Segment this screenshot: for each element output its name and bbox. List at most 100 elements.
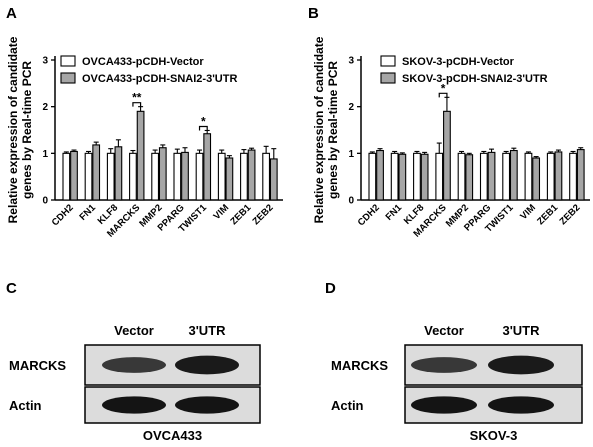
blot-cell-line: SKOV-3 — [470, 428, 518, 443]
x-tick-label: CDH2 — [50, 202, 76, 228]
bar — [217, 152, 226, 201]
bar — [457, 152, 466, 201]
bar — [70, 150, 78, 201]
bar — [181, 151, 189, 201]
legend-label: OVCA433-pCDH-SNAI2-3'UTR — [82, 73, 237, 85]
blot-band — [102, 357, 166, 373]
x-tick-label: ZEB2 — [251, 202, 276, 227]
bar — [114, 146, 123, 201]
blot-column-label: 3'UTR — [188, 323, 226, 338]
legend-label: SKOV-3-pCDH-Vector — [402, 56, 515, 68]
y-axis-label: Relative expression of candidategenes by… — [6, 36, 34, 223]
significance-bracket — [438, 92, 448, 98]
y-axis-label-line: Relative expression of candidate — [312, 36, 326, 223]
panel-letter-a: A — [6, 5, 17, 22]
blot-row-label: Actin — [331, 398, 364, 413]
legend-swatch — [60, 72, 76, 84]
bar — [84, 152, 93, 201]
y-tick-label: 3 — [348, 56, 354, 67]
y-tick-label: 0 — [42, 196, 48, 207]
blot-band — [102, 396, 166, 414]
legend-label: OVCA433-pCDH-Vector — [82, 56, 204, 68]
bar — [269, 158, 278, 201]
blot-row-label: MARCKS — [9, 358, 66, 373]
bar — [413, 152, 421, 201]
bar — [173, 152, 182, 201]
bar — [247, 149, 256, 201]
y-tick-label: 0 — [348, 196, 354, 207]
bar — [435, 152, 444, 201]
blot-cell-line: OVCA433 — [143, 428, 202, 443]
x-tick-label: ZEB2 — [558, 202, 583, 227]
bar — [479, 152, 488, 201]
y-tick-label: 1 — [348, 149, 354, 160]
blot-c: Vector 3'UTR MARCKS Actin OVCA433 — [9, 323, 261, 443]
blot-band — [175, 396, 239, 414]
bar — [240, 152, 248, 201]
legend-swatch — [60, 55, 76, 67]
blot-band — [488, 396, 554, 414]
bar — [106, 152, 115, 201]
blot-band — [488, 355, 554, 375]
blot-column-label: Vector — [424, 323, 464, 338]
bar — [390, 152, 399, 201]
y-tick-label: 1 — [42, 149, 48, 160]
x-tick-label: ZEB1 — [535, 202, 560, 227]
bar — [195, 152, 204, 201]
bar — [502, 152, 511, 201]
y-axis-label-line: genes by Real-time PCR — [326, 61, 340, 199]
bar — [92, 144, 101, 201]
bar — [420, 153, 429, 201]
legend-swatch — [380, 72, 396, 84]
bar — [62, 152, 71, 201]
chart-a: Relative expression of candidategenes by… — [6, 36, 283, 240]
panel-letter-b: B — [308, 5, 319, 22]
y-tick-label: 2 — [42, 102, 48, 113]
blot-column-label: 3'UTR — [502, 323, 540, 338]
panel-letter-d: D — [325, 280, 336, 297]
y-axis-label-line: Relative expression of candidate — [6, 36, 20, 223]
significance-bracket — [132, 102, 142, 107]
legend-label: SKOV-3-pCDH-SNAI2-3'UTR — [402, 73, 548, 85]
bar — [569, 152, 577, 201]
y-axis-label-line: genes by Real-time PCR — [20, 61, 34, 199]
bar — [203, 133, 212, 201]
bar — [546, 152, 555, 201]
y-axis-label: Relative expression of candidategenes by… — [312, 36, 340, 223]
blot-column-label: Vector — [114, 323, 154, 338]
bar — [532, 157, 541, 201]
bar — [576, 149, 585, 201]
x-tick-label: ZEB1 — [228, 202, 253, 227]
bar — [151, 152, 160, 201]
bar — [225, 157, 234, 201]
bar — [524, 152, 533, 201]
bar — [368, 152, 377, 201]
bar — [465, 154, 474, 201]
blot-band — [175, 355, 239, 375]
bar — [262, 152, 271, 201]
bar — [509, 149, 518, 201]
chart-b: Relative expression of candidategenes by… — [312, 36, 590, 240]
y-tick-label: 3 — [42, 56, 48, 67]
bar — [158, 147, 167, 201]
blot-d: Vector 3'UTR MARCKS Actin SKOV-3 — [331, 323, 583, 443]
bar — [136, 110, 145, 201]
panel-letter-c: C — [6, 280, 17, 297]
blot-row-label: MARCKS — [331, 358, 388, 373]
x-tick-label: CDH2 — [356, 202, 382, 228]
blot-band — [411, 396, 477, 414]
bar — [443, 110, 451, 201]
significance-bracket — [198, 125, 208, 131]
significance-marker: ** — [132, 91, 142, 105]
bar — [487, 151, 496, 201]
bar — [398, 153, 407, 201]
y-tick-label: 2 — [348, 102, 354, 113]
legend-swatch — [380, 55, 396, 67]
significance-marker: * — [201, 114, 206, 128]
significance-marker: * — [441, 81, 446, 95]
blot-row-label: Actin — [9, 398, 42, 413]
blot-band — [411, 357, 477, 373]
bar — [376, 149, 384, 201]
bar — [129, 152, 137, 201]
